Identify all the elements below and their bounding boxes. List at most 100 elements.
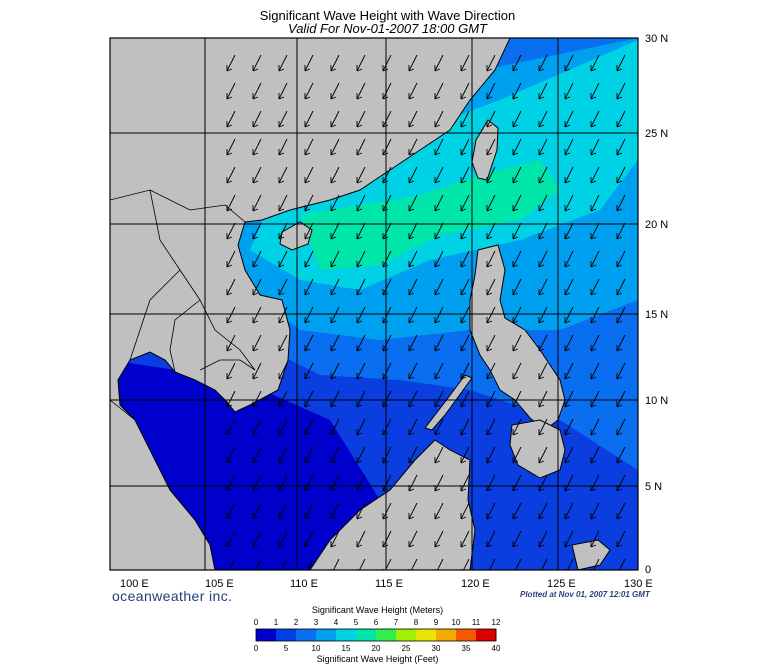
direction-arrow [278,166,288,184]
colorbar-meter-tick: 8 [414,618,419,627]
direction-arrow [382,362,392,380]
direction-arrow [616,194,626,212]
direction-arrow [616,446,626,464]
direction-arrow [538,362,548,380]
direction-arrow [590,110,600,128]
chart-subtitle: Valid For Nov-01-2007 18:00 GMT [288,21,487,36]
colorbar-meter-tick: 10 [452,618,461,627]
direction-arrow [304,250,314,268]
direction-arrow [590,362,600,380]
direction-arrow [252,558,262,570]
longitude-axis: 100 E 105 E 110 E 115 E 120 E 125 E 130 … [120,578,653,590]
direction-arrow [486,82,496,100]
direction-arrow [382,390,392,408]
direction-arrow [382,82,392,100]
direction-arrow [590,558,600,570]
direction-arrow [356,166,366,184]
colorbar-feet-tick: 0 [254,644,259,653]
direction-arrow [304,54,314,72]
direction-arrow [616,558,626,570]
colorbar-swatch [336,629,357,641]
direction-arrow [460,278,470,296]
direction-arrow [278,362,288,380]
direction-arrow [564,390,574,408]
direction-arrow [356,250,366,268]
direction-arrow [590,54,600,72]
direction-arrow [564,446,574,464]
direction-arrow [538,390,548,408]
direction-arrow [226,250,236,268]
direction-arrow [512,446,522,464]
direction-arrow [382,278,392,296]
direction-arrow [408,334,418,352]
direction-arrow [564,110,574,128]
direction-arrow [486,362,496,380]
direction-arrow [304,110,314,128]
direction-arrow [330,166,340,184]
direction-arrow [538,306,548,324]
direction-arrow [460,110,470,128]
direction-arrow [356,194,366,212]
direction-arrow [408,54,418,72]
direction-arrow [538,138,548,156]
direction-arrow [382,54,392,72]
wave-zone-5m [300,160,560,270]
lon-label: 105 E [205,578,234,590]
colorbar-meter-tick: 9 [434,618,439,627]
direction-arrow [564,418,574,436]
direction-arrow [616,362,626,380]
direction-arrow [408,166,418,184]
direction-arrow [252,54,262,72]
direction-arrow [564,54,574,72]
direction-arrow [538,166,548,184]
direction-arrow [460,474,470,492]
direction-arrow [590,194,600,212]
direction-arrow [252,530,262,548]
direction-arrow [382,306,392,324]
direction-arrow [330,558,340,570]
direction-arrow [356,530,366,548]
direction-arrow [564,250,574,268]
direction-arrow [538,530,548,548]
colorbar-feet-tick: 25 [402,644,411,653]
colorbar-feet-tick: 20 [372,644,381,653]
lat-label: 20 N [645,219,668,231]
direction-arrow [486,502,496,520]
direction-arrow [590,138,600,156]
direction-arrow [226,110,236,128]
direction-arrow [330,362,340,380]
direction-arrow [486,138,496,156]
direction-arrow [434,194,444,212]
direction-arrow [434,362,444,380]
colorbar-swatch [416,629,437,641]
direction-arrow [382,446,392,464]
direction-arrow [330,138,340,156]
latitude-axis: 30 N 25 N 20 N 15 N 10 N 5 N 0 [645,33,668,576]
direction-arrow [382,530,392,548]
direction-arrow [330,530,340,548]
direction-arrow [616,54,626,72]
direction-arrow [382,502,392,520]
direction-arrow [512,306,522,324]
direction-arrow [590,82,600,100]
direction-arrow [278,390,288,408]
direction-arrow [252,502,262,520]
direction-arrow [252,82,262,100]
direction-arrow [278,502,288,520]
direction-arrow [304,166,314,184]
direction-arrow [252,390,262,408]
colorbar-feet-tick: 35 [462,644,471,653]
direction-arrow [252,362,262,380]
direction-arrow [226,558,236,570]
direction-arrow [408,278,418,296]
direction-arrow [330,502,340,520]
direction-arrow [382,250,392,268]
direction-arrow [330,390,340,408]
direction-arrow [226,334,236,352]
lat-label: 30 N [645,33,668,45]
colorbar-swatch [316,629,337,641]
direction-arrow [512,390,522,408]
direction-arrow [616,418,626,436]
direction-arrow [590,418,600,436]
direction-arrow [356,138,366,156]
